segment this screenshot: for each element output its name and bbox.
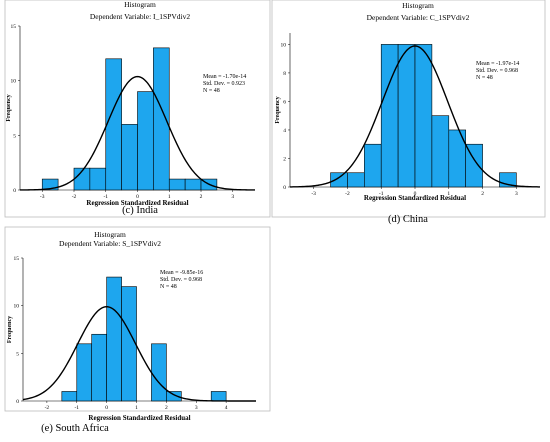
histogram-bar xyxy=(91,333,107,402)
stats-line: Std. Dev. = 0.923 xyxy=(203,81,245,87)
x-tick-label: 1 xyxy=(135,405,138,411)
stats-line: Std. Dev. = 0.968 xyxy=(476,68,518,74)
y-axis-label: Frequency xyxy=(7,316,13,343)
x-tick-label: 2 xyxy=(200,194,203,200)
y-tick-label: 5 xyxy=(16,351,19,357)
y-tick-label: 0 xyxy=(283,185,286,191)
histogram-bar xyxy=(137,91,154,191)
histogram-bar xyxy=(41,178,59,191)
x-tick-label: 3 xyxy=(515,191,518,197)
histogram-bar xyxy=(61,391,78,402)
histogram-panel-1: Histogram Dependent Variable: I_1SPVdiv2 0… xyxy=(4,0,271,218)
y-tick-label: 15 xyxy=(11,24,17,30)
histogram-bar xyxy=(397,44,416,188)
x-tick-label: -3 xyxy=(40,194,45,200)
x-tick-label: 0 xyxy=(105,405,108,411)
stats-line: Mean = -1.70e-14 xyxy=(203,74,246,80)
histogram-bar xyxy=(380,44,399,188)
x-tick-label: 1 xyxy=(168,194,171,200)
chart-title: Histogram xyxy=(94,230,126,239)
histogram-bar xyxy=(168,178,186,191)
chart-subtitle: Dependent Variable: I_1SPVdiv2 xyxy=(90,12,191,21)
y-tick-label: 2 xyxy=(283,156,286,162)
x-axis-label: Regression Standardized Residual xyxy=(86,199,188,207)
histogram-bar xyxy=(89,167,107,191)
histogram-bar xyxy=(330,172,348,188)
y-tick-label: 15 xyxy=(14,256,20,262)
x-tick-label: 2 xyxy=(165,405,168,411)
histogram-bar xyxy=(414,44,433,188)
histogram-bar xyxy=(105,58,122,191)
normal-curve xyxy=(289,45,541,188)
y-tick-label: 10 xyxy=(14,304,20,310)
x-tick-label: -2 xyxy=(45,405,50,411)
normal-curve xyxy=(22,306,256,402)
panel-frame xyxy=(4,226,271,412)
histogram-bar xyxy=(347,172,365,188)
histogram-bar xyxy=(151,343,167,402)
histogram-bar xyxy=(153,47,170,191)
panel-caption: (e) South Africa xyxy=(41,423,109,434)
stats-line: N = 48 xyxy=(476,75,493,81)
chart-title: Histogram xyxy=(402,1,434,10)
histogram-bar xyxy=(210,391,227,402)
y-axis-label: Frequency xyxy=(275,96,281,123)
panel-frame xyxy=(271,0,546,218)
x-tick-label: 3 xyxy=(231,194,234,200)
stats-line: N = 48 xyxy=(203,88,220,94)
histogram-bar xyxy=(465,143,483,188)
x-tick-label: 0 xyxy=(414,191,417,197)
x-tick-label: 2 xyxy=(481,191,484,197)
x-tick-label: -2 xyxy=(72,194,77,200)
x-axis-label: Regression Standardized Residual xyxy=(88,414,190,422)
stats-line: Mean = -1.97e-14 xyxy=(476,61,519,67)
chart-title: Histogram xyxy=(124,0,156,9)
y-tick-label: 10 xyxy=(11,79,17,85)
panel-frame xyxy=(4,0,271,218)
histogram-bar xyxy=(106,276,122,402)
x-tick-label: 4 xyxy=(225,405,228,411)
y-tick-label: 5 xyxy=(13,133,16,139)
y-tick-label: 0 xyxy=(13,188,16,194)
normal-curve xyxy=(20,75,255,191)
histogram-bar xyxy=(121,286,137,402)
x-tick-label: 0 xyxy=(136,194,139,200)
x-tick-label: -1 xyxy=(103,194,108,200)
stats-line: N = 48 xyxy=(160,284,177,290)
x-tick-label: -3 xyxy=(311,191,316,197)
histogram-bar xyxy=(364,143,382,188)
panel-caption: (d) China xyxy=(388,214,428,225)
y-axis-label: Frequency xyxy=(6,94,12,121)
y-tick-label: 10 xyxy=(281,42,287,48)
histogram-bar xyxy=(166,391,182,402)
stats-line: Std. Dev. = 0.968 xyxy=(160,277,202,283)
y-tick-label: 4 xyxy=(283,128,286,134)
stats-line: Mean = -9.85e-16 xyxy=(160,270,203,276)
x-axis-label: Regression Standardized Residual xyxy=(364,194,466,202)
y-tick-label: 6 xyxy=(283,99,286,105)
x-tick-label: 3 xyxy=(195,405,198,411)
histogram-bar xyxy=(184,178,202,191)
y-tick-label: 0 xyxy=(16,399,19,405)
y-tick-label: 8 xyxy=(283,71,286,77)
histogram-bar xyxy=(76,343,93,402)
histogram-panel-2: Histogram Dependent Variable: C_1SPVdiv2 0… xyxy=(271,0,546,225)
chart-subtitle: Dependent Variable: S_1SPVdiv2 xyxy=(59,239,161,248)
chart-subtitle: Dependent Variable: C_1SPVdiv2 xyxy=(367,13,470,22)
histogram-bar xyxy=(431,115,450,188)
panel-caption: (c) India xyxy=(122,205,158,216)
x-tick-label: -1 xyxy=(379,191,384,197)
x-tick-label: -1 xyxy=(74,405,79,411)
histogram-bar xyxy=(121,124,138,191)
x-tick-label: 1 xyxy=(447,191,450,197)
x-tick-label: -2 xyxy=(345,191,350,197)
